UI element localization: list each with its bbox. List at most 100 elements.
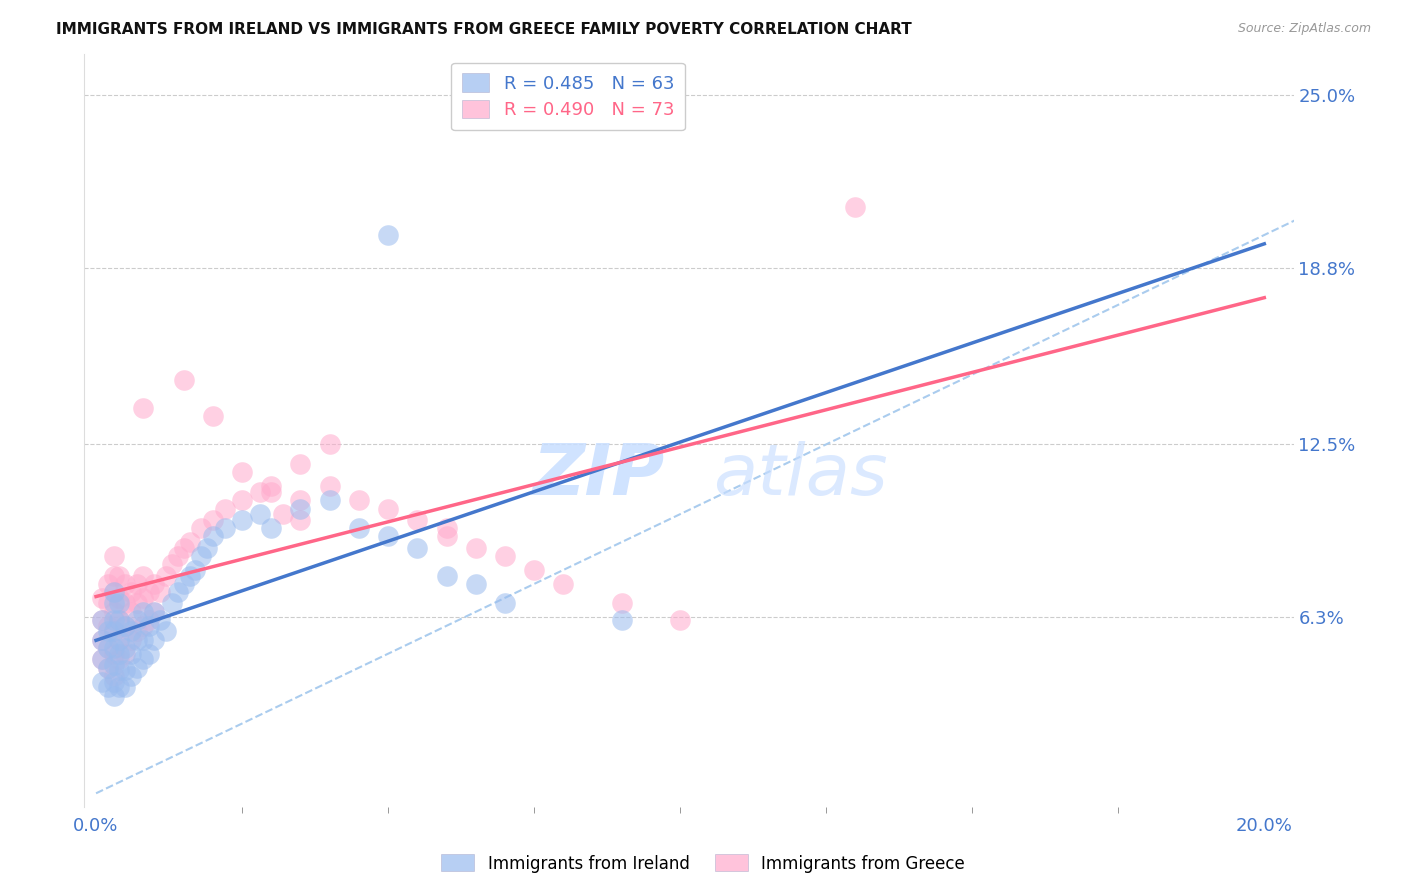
Point: [90, 632, 112, 647]
Point: [249, 507, 271, 521]
Point: [97, 641, 120, 656]
Point: [108, 664, 131, 678]
Point: [103, 669, 125, 683]
Point: [114, 647, 136, 661]
Point: [108, 613, 131, 627]
Point: [103, 624, 125, 639]
Point: [155, 568, 177, 582]
Point: [173, 541, 195, 555]
Point: [108, 632, 131, 647]
Point: [494, 549, 516, 563]
Point: [553, 577, 575, 591]
Point: [290, 493, 312, 508]
Point: [125, 577, 148, 591]
Point: [249, 484, 271, 499]
Legend: R = 0.485   N = 63, R = 0.490   N = 73: R = 0.485 N = 63, R = 0.490 N = 73: [451, 62, 685, 130]
Point: [377, 501, 399, 516]
Point: [138, 585, 160, 599]
Point: [160, 558, 183, 572]
Point: [103, 657, 125, 672]
Point: [214, 521, 236, 535]
Point: [132, 652, 155, 666]
Point: [114, 619, 136, 633]
Point: [103, 613, 125, 627]
Point: [114, 577, 136, 591]
Point: [114, 664, 136, 678]
Point: [173, 373, 195, 387]
Point: [114, 641, 136, 656]
Point: [97, 661, 120, 675]
Text: atlas: atlas: [713, 442, 887, 510]
Point: [125, 597, 148, 611]
Point: [436, 521, 458, 535]
Point: [132, 632, 155, 647]
Point: [201, 529, 224, 543]
Point: [844, 200, 866, 214]
Point: [195, 541, 218, 555]
Point: [103, 689, 125, 703]
Point: [103, 597, 125, 611]
Point: [103, 674, 125, 689]
Point: [132, 619, 155, 633]
Point: [103, 624, 125, 639]
Point: [97, 624, 120, 639]
Point: [97, 597, 120, 611]
Point: [90, 674, 112, 689]
Point: [108, 680, 131, 694]
Point: [97, 577, 120, 591]
Point: [201, 409, 224, 424]
Point: [125, 632, 148, 647]
Point: [231, 465, 253, 479]
Point: [149, 613, 172, 627]
Point: [120, 585, 142, 599]
Point: [108, 591, 131, 605]
Point: [143, 577, 166, 591]
Point: [260, 479, 283, 493]
Point: [231, 493, 253, 508]
Point: [231, 513, 253, 527]
Point: [143, 605, 166, 619]
Point: [114, 597, 136, 611]
Point: [125, 613, 148, 627]
Point: [464, 541, 486, 555]
Point: [143, 605, 166, 619]
Point: [103, 641, 125, 656]
Point: [173, 577, 195, 591]
Point: [108, 632, 131, 647]
Point: [90, 613, 112, 627]
Legend: Immigrants from Ireland, Immigrants from Greece: Immigrants from Ireland, Immigrants from…: [434, 847, 972, 880]
Point: [108, 568, 131, 582]
Point: [377, 529, 399, 543]
Point: [214, 501, 236, 516]
Text: ZIP: ZIP: [533, 442, 665, 510]
Point: [669, 613, 692, 627]
Point: [318, 437, 340, 451]
Point: [290, 501, 312, 516]
Point: [120, 605, 142, 619]
Text: Source: ZipAtlas.com: Source: ZipAtlas.com: [1237, 22, 1371, 36]
Point: [377, 227, 399, 242]
Point: [318, 493, 340, 508]
Point: [103, 605, 125, 619]
Point: [138, 613, 160, 627]
Point: [103, 585, 125, 599]
Point: [108, 597, 131, 611]
Point: [138, 647, 160, 661]
Point: [120, 647, 142, 661]
Point: [610, 597, 633, 611]
Point: [103, 585, 125, 599]
Point: [120, 632, 142, 647]
Point: [103, 647, 125, 661]
Point: [138, 619, 160, 633]
Point: [132, 568, 155, 582]
Point: [114, 619, 136, 633]
Point: [97, 680, 120, 694]
Point: [184, 563, 207, 577]
Point: [132, 605, 155, 619]
Point: [155, 624, 177, 639]
Point: [190, 549, 212, 563]
Point: [406, 541, 429, 555]
Point: [260, 484, 283, 499]
Point: [166, 585, 188, 599]
Point: [90, 652, 112, 666]
